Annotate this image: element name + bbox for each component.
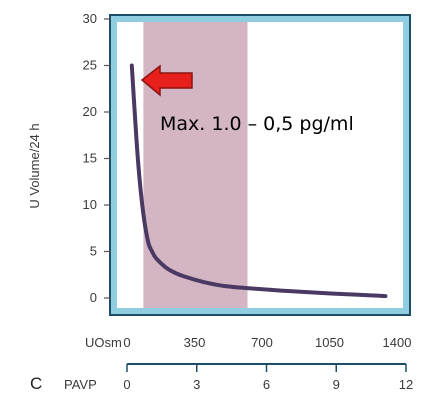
series-line [129,63,388,299]
red-arrow-icon [140,64,193,97]
x-primary-tick-label: 700 [251,335,273,350]
x-axis-primary-title: UOsm [85,335,122,350]
x-secondary-tick-label: 0 [123,377,130,392]
x-primary-tick-label: 1400 [383,335,412,350]
x-primary-tick-label: 0 [123,335,130,350]
x-secondary-tick-label: 6 [263,377,270,392]
x-axis-secondary-title: PAVP [64,377,97,392]
y-tick-label: 5 [90,244,97,259]
x-primary-tick-label: 350 [184,335,206,350]
x-secondary-tick-label: 9 [333,377,340,392]
y-tick-label: 25 [83,58,97,73]
y-tick-label: 30 [83,11,97,26]
y-axis-title: U Volume/24 h [27,123,42,208]
x-secondary-tick-label: 12 [399,377,413,392]
y-tick-label: 0 [90,290,97,305]
y-tick-label: 10 [83,197,97,212]
annotation-text: Max. 1.0 – 0,5 pg/ml [160,113,354,135]
y-axis-ticks: 0 5 10 15 20 25 30 [83,11,111,305]
x-secondary-tick-label: 3 [193,377,200,392]
x-primary-tick-label: 1050 [315,335,344,350]
y-tick-label: 15 [83,151,97,166]
plot-frame-inner [111,16,409,314]
panel-letter: C [30,374,42,393]
shaded-band [143,22,248,308]
x-axis-primary-ticks: 0 350 700 1050 1400 [123,335,411,350]
x-axis-secondary-ticks: 0 3 6 9 12 [123,364,413,392]
y-tick-label: 20 [83,104,97,119]
